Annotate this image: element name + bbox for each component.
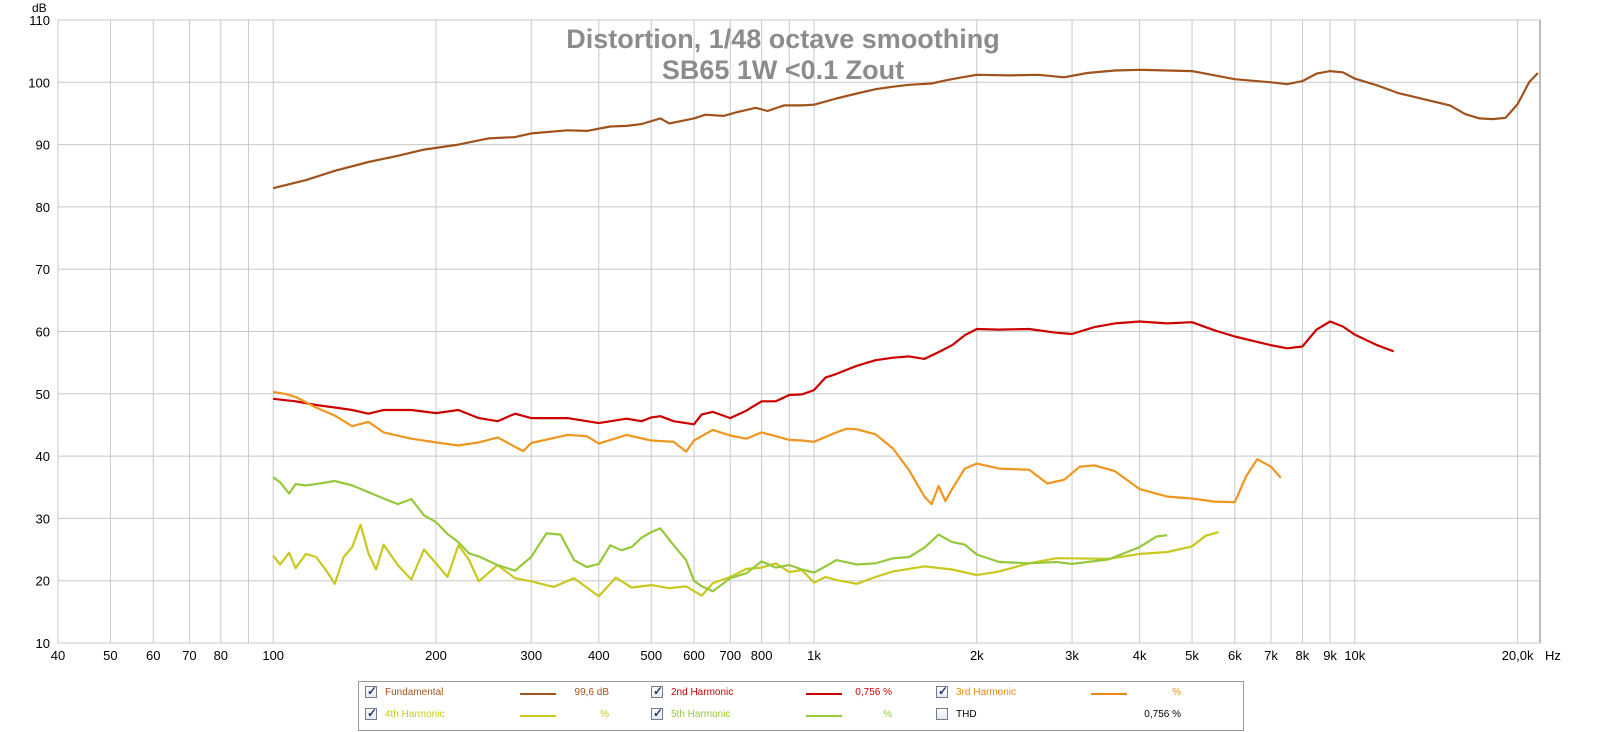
legend-checkbox[interactable] [936,708,948,720]
x-tick-label: 4k [1133,648,1147,663]
x-tick-label: 700 [719,648,741,663]
x-tick-label: 800 [751,648,773,663]
x-tick-labels: 40 50 60 70 80 100 200 300 400 500 600 700 800 1k 2k 3k… [51,648,1534,663]
checkmark-icon: ✓ [367,706,378,720]
y-tick-label: 100 [28,75,50,90]
y-tick-label: 110 [29,13,50,28]
legend-label: 2nd Harmonic [671,687,734,698]
legend-checkbox[interactable]: ✓ [365,684,378,698]
y-tick-label: 90 [36,138,50,153]
legend-label: 4th Harmonic [385,709,445,720]
legend-value: % [600,709,609,720]
y-tick-label: 20 [36,574,50,589]
x-tick-label: 300 [520,648,542,663]
legend-checkbox[interactable]: ✓ [651,684,664,698]
series-4th-harmonic [272,523,1219,598]
y-tick-label: 80 [36,200,50,215]
x-tick-label: 1k [807,648,821,663]
x-tick-label: 200 [425,648,447,663]
legend-label: Fundamental [385,687,444,698]
legend-label: 5th Harmonic [671,709,731,720]
legend-value: 0,756 % [1144,709,1181,720]
legend-line-swatch [1091,693,1127,695]
series-3rd-harmonic [273,390,1282,506]
x-tick-label: 20,0k [1502,648,1534,663]
y-tick-label: 40 [36,449,50,464]
x-tick-label: 80 [214,648,228,663]
legend: ✓ Fundamental 99,6 dB ✓ 2nd Harmonic 0,756 % ✓… [358,681,1244,731]
checkmark-icon: ✓ [653,684,664,698]
x-tick-label: 2k [970,648,984,663]
x-tick-label: 8k [1296,648,1310,663]
x-tick-label: 5k [1185,648,1199,663]
chart-subtitle: SB65 1W <0.1 Zout [662,55,904,85]
legend-line-swatch [806,715,842,717]
x-tick-label: 6k [1228,648,1242,663]
legend-value: 0,756 % [855,687,892,698]
x-tick-label: 40 [51,648,65,663]
y-tick-labels: 10 20 30 40 50 60 70 80 90 100 110 [28,13,50,651]
x-tick-label: 60 [146,648,160,663]
checkmark-icon: ✓ [367,684,378,698]
series-fundamental [272,68,1539,190]
legend-label: THD [956,709,977,720]
checkmark-icon: ✓ [938,684,949,698]
x-tick-label: 100 [262,648,284,663]
legend-item-2nd-harmonic: ✓ 2nd Harmonic 0,756 % [651,683,892,703]
legend-checkbox[interactable]: ✓ [651,706,664,720]
y-tick-label: 30 [36,511,50,526]
series-5th-harmonic [272,476,1168,593]
x-tick-label: 3k [1065,648,1079,663]
x-tick-label: 600 [683,648,705,663]
legend-checkbox[interactable]: ✓ [936,684,949,698]
x-tick-label: 70 [182,648,196,663]
series-layer [272,68,1539,598]
x-axis-unit: Hz [1545,648,1561,663]
x-tick-label: 400 [588,648,610,663]
legend-line-swatch [806,693,842,695]
legend-value: % [883,709,892,720]
legend-value: % [1172,687,1181,698]
y-tick-label: 50 [36,387,50,402]
chart-title: Distortion, 1/48 octave smoothing [566,24,1000,54]
legend-item-3rd-harmonic: ✓ 3rd Harmonic% [936,683,1181,703]
legend-item-4th-harmonic: ✓ 4th Harmonic% [365,705,609,725]
y-tick-label: 70 [36,262,50,277]
x-tick-label: 7k [1264,648,1278,663]
legend-value: 99,6 dB [574,687,609,698]
legend-line-swatch [520,693,556,695]
y-tick-label: 60 [36,325,50,340]
legend-checkbox[interactable]: ✓ [365,706,378,720]
checkmark-icon: ✓ [653,706,664,720]
legend-item-5th-harmonic: ✓ 5th Harmonic% [651,705,892,725]
grid-lines [57,19,1540,644]
x-tick-label: 500 [640,648,662,663]
legend-item-fundamental: ✓ Fundamental 99,6 dB [365,683,609,703]
y-axis-label: dB [32,1,47,15]
x-tick-label: 9k [1323,648,1337,663]
legend-item-thd: THD 0,756 % [936,705,1181,725]
x-tick-label: 10k [1344,648,1365,663]
legend-label: 3rd Harmonic [956,687,1017,698]
x-tick-label: 50 [103,648,117,663]
y-tick-label: 10 [36,636,50,651]
series-2nd-harmonic [273,320,1395,426]
legend-line-swatch [520,715,556,717]
